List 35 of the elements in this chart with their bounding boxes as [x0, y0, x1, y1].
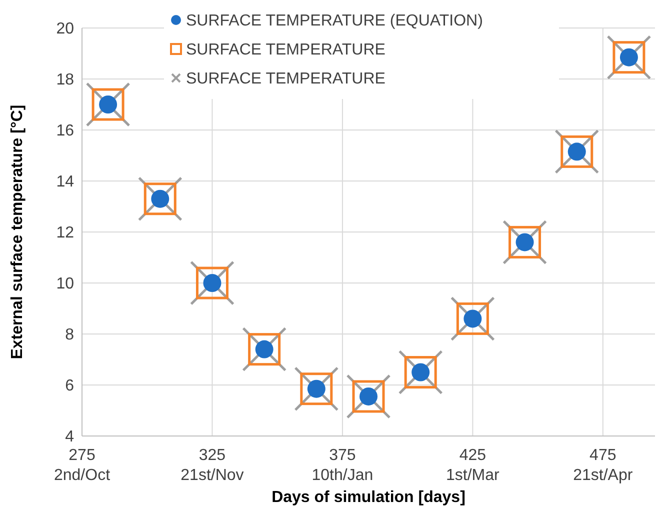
x-tick-label: 375: [329, 447, 356, 464]
x-tick-label: 275: [68, 447, 96, 464]
y-tick-label: 10: [56, 276, 74, 293]
point: [456, 302, 489, 335]
x-tick-label: 475: [590, 447, 616, 464]
y-tick-label: 20: [56, 20, 74, 38]
x-tick-label: 425: [459, 447, 486, 464]
y-tick-label: 18: [56, 72, 74, 89]
text: 10th/Jan: [312, 467, 374, 484]
text: 21st/Apr: [573, 467, 634, 484]
point: [196, 266, 228, 300]
point: [560, 135, 594, 168]
x-axis-title: Days of simulation [days]: [272, 489, 466, 506]
legend-label: SURFACE TEMPERATURE (EQUATION): [186, 12, 483, 30]
y-axis-title: External surface temperature [°C]: [9, 104, 26, 360]
y-tick-label: 12: [56, 224, 74, 242]
point: [92, 88, 124, 121]
text: 2nd/Oct: [54, 467, 111, 484]
point: [612, 41, 646, 74]
y-tick-label: 14: [56, 174, 74, 191]
text: 1st/Mar: [446, 467, 500, 484]
y-tick-label: 16: [56, 122, 74, 140]
point: [248, 333, 281, 366]
point: [144, 182, 176, 216]
legend-label: SURFACE TEMPERATURE: [186, 42, 386, 59]
legend-label: SURFACE TEMPERATURE: [186, 70, 386, 88]
y-tick-label: 8: [65, 326, 74, 344]
y-tick-label: 6: [65, 378, 74, 395]
x-tick-label: 325: [198, 447, 226, 464]
text: 21st/Nov: [180, 467, 244, 484]
point: [300, 372, 333, 406]
point: [352, 380, 385, 413]
point: [508, 226, 542, 258]
y-tick-label: 4: [65, 428, 74, 446]
point: [404, 356, 437, 388]
